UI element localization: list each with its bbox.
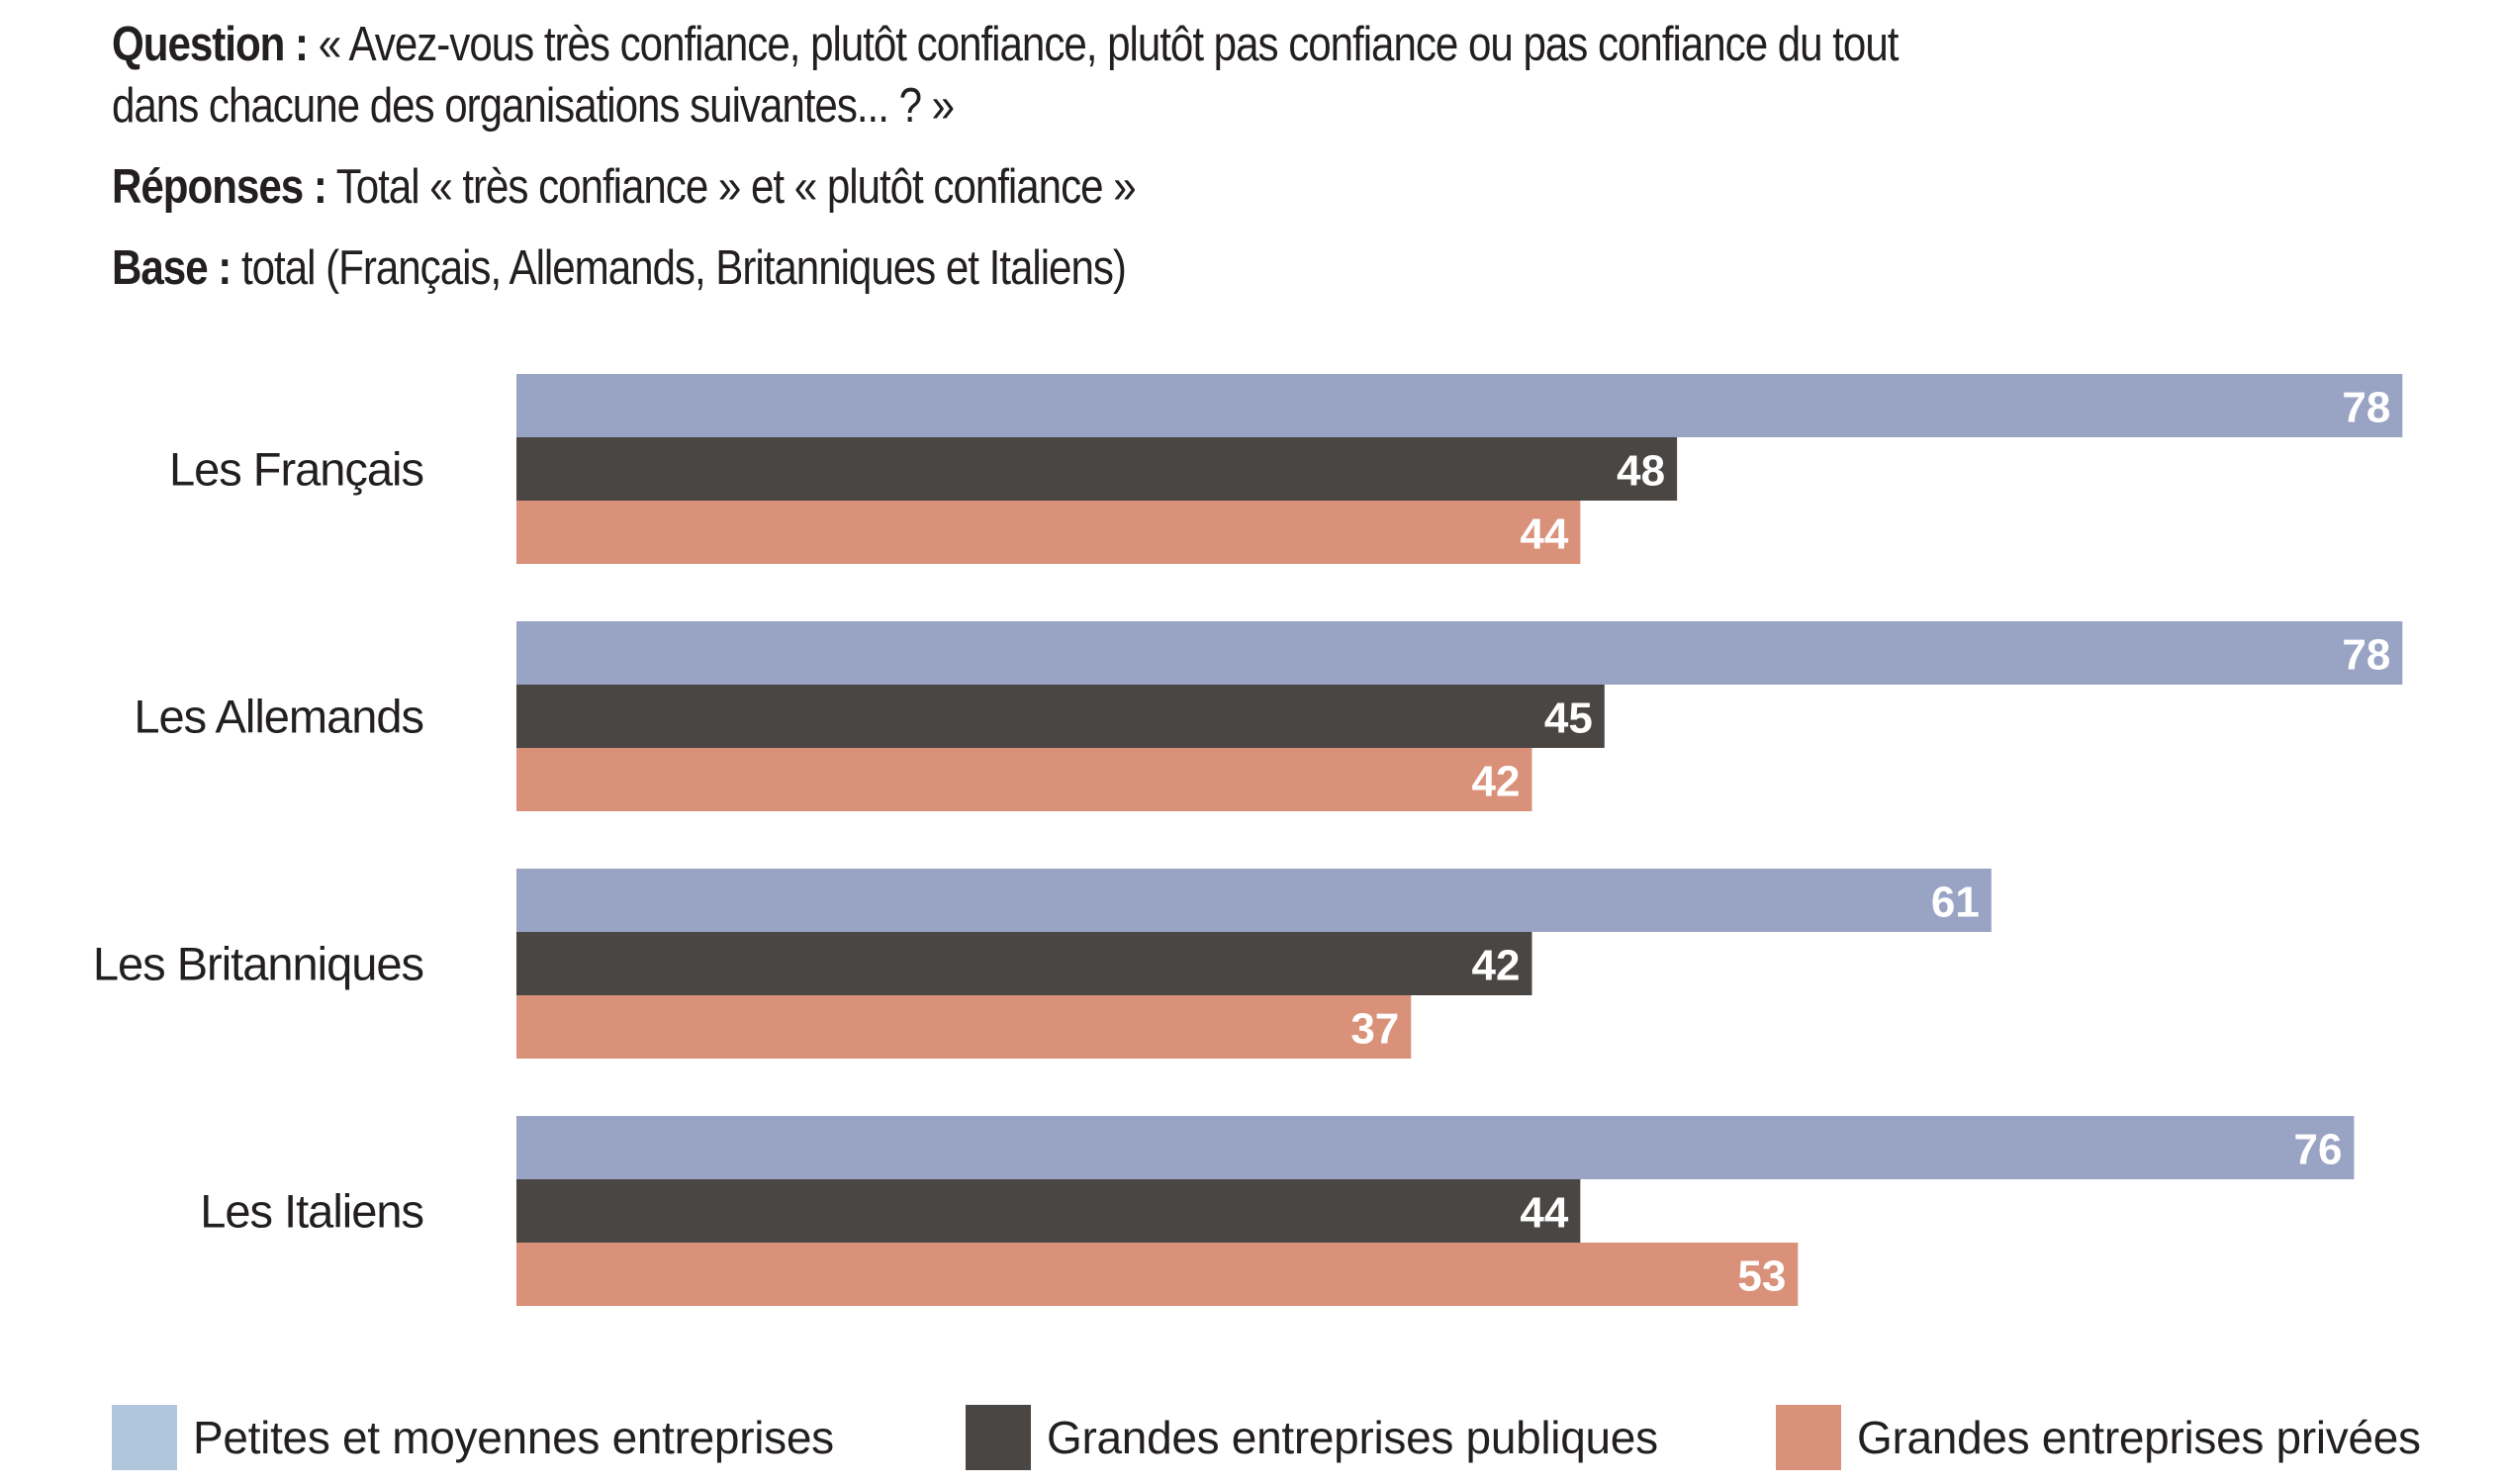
base-text: total (Français, Allemands, Britanniques… <box>240 241 1127 295</box>
bar-les-italiens-grandes-entreprises-privees <box>516 1243 1799 1306</box>
category-label-les-britanniques: Les Britanniques <box>93 938 423 990</box>
value-label-les-britanniques-grandes-entreprises-privees: 37 <box>1350 1005 1399 1054</box>
responses-line: Réponses : Total « très confiance » et «… <box>112 156 2069 218</box>
value-label-les-francais-petites-et-moyennes-entreprises: 78 <box>2342 384 2390 432</box>
value-label-les-italiens-petites-et-moyennes-entreprises: 76 <box>2293 1126 2342 1174</box>
value-label-les-allemands-grandes-entreprises-privees: 42 <box>1472 758 1521 806</box>
responses-text: Total « très confiance » et « plutôt con… <box>335 160 1137 214</box>
question-line-1: Question : « Avez-vous très confiance, p… <box>112 14 2069 75</box>
base-line: Base : total (Français, Allemands, Brita… <box>112 237 2069 299</box>
bar-les-britanniques-petites-et-moyennes-entreprises <box>516 869 1992 932</box>
question-text-1: « Avez-vous très confiance, plutôt confi… <box>318 18 1900 71</box>
value-label-les-britanniques-grandes-entreprises-publiques: 42 <box>1472 942 1521 990</box>
bar-les-francais-grandes-entreprises-publiques <box>516 437 1678 501</box>
bar-les-allemands-grandes-entreprises-privees <box>516 748 1532 811</box>
value-label-les-allemands-grandes-entreprises-publiques: 45 <box>1544 695 1593 743</box>
question-text-2: dans chacune des organisations suivantes… <box>112 79 955 133</box>
bar-chart: Les Français 78 48 44 Les Allemands 78 45 42 Les… <box>93 374 2403 1306</box>
legend-swatch-publiques <box>966 1405 1031 1470</box>
value-label-les-italiens-grandes-entreprises-publiques: 44 <box>1520 1189 1568 1238</box>
category-label-les-allemands: Les Allemands <box>134 691 423 743</box>
bar-les-britanniques-grandes-entreprises-publiques <box>516 932 1532 995</box>
value-label-les-italiens-grandes-entreprises-privees: 53 <box>1737 1252 1786 1301</box>
base-label: Base : <box>112 241 232 295</box>
bar-les-allemands-grandes-entreprises-publiques <box>516 685 1605 748</box>
legend-label-privees: Grandes entreprises privées <box>1857 1412 2421 1463</box>
responses-label: Réponses : <box>112 160 327 214</box>
bar-les-allemands-petites-et-moyennes-entreprises <box>516 621 2403 685</box>
value-label-les-francais-grandes-entreprises-privees: 44 <box>1520 510 1568 559</box>
bar-les-italiens-grandes-entreprises-publiques <box>516 1179 1581 1243</box>
question-label: Question : <box>112 18 309 71</box>
bar-les-francais-petites-et-moyennes-entreprises <box>516 374 2403 437</box>
legend-item-publiques: Grandes entreprises publiques <box>966 1403 1658 1472</box>
legend-swatch-pme <box>112 1405 177 1470</box>
value-label-les-francais-grandes-entreprises-publiques: 48 <box>1617 447 1665 496</box>
category-label-les-italiens: Les Italiens <box>200 1185 423 1238</box>
legend-swatch-privees <box>1776 1405 1841 1470</box>
legend-label-pme: Petites et moyennes entreprises <box>193 1412 834 1463</box>
legend-label-publiques: Grandes entreprises publiques <box>1047 1412 1658 1463</box>
bar-les-britanniques-grandes-entreprises-privees <box>516 995 1412 1059</box>
value-label-les-allemands-petites-et-moyennes-entreprises: 78 <box>2342 631 2390 680</box>
value-label-les-britanniques-petites-et-moyennes-entreprises: 61 <box>1931 879 1980 927</box>
legend-item-pme: Petites et moyennes entreprises <box>112 1403 834 1472</box>
bar-les-italiens-petites-et-moyennes-entreprises <box>516 1116 2355 1179</box>
category-label-les-francais: Les Français <box>169 443 423 496</box>
chart-header: Question : « Avez-vous très confiance, p… <box>112 14 2387 299</box>
question-line-2: dans chacune des organisations suivantes… <box>112 75 2069 137</box>
legend-item-privees: Grandes entreprises privées <box>1776 1403 2421 1472</box>
bar-les-francais-grandes-entreprises-privees <box>516 501 1581 564</box>
